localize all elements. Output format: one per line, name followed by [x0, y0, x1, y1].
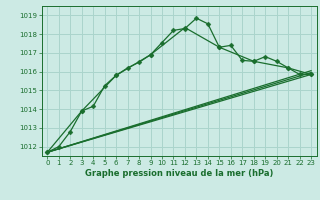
X-axis label: Graphe pression niveau de la mer (hPa): Graphe pression niveau de la mer (hPa) — [85, 169, 273, 178]
